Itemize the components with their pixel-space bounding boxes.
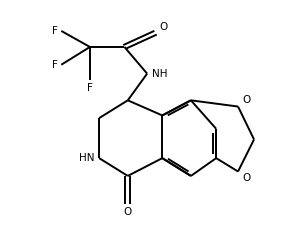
Text: F: F	[52, 26, 58, 36]
Text: O: O	[124, 207, 132, 217]
Text: NH: NH	[152, 69, 168, 79]
Text: O: O	[160, 22, 168, 32]
Text: HN: HN	[79, 153, 94, 163]
Text: F: F	[87, 83, 93, 93]
Text: O: O	[242, 173, 250, 183]
Text: O: O	[242, 95, 250, 105]
Text: F: F	[52, 60, 58, 70]
